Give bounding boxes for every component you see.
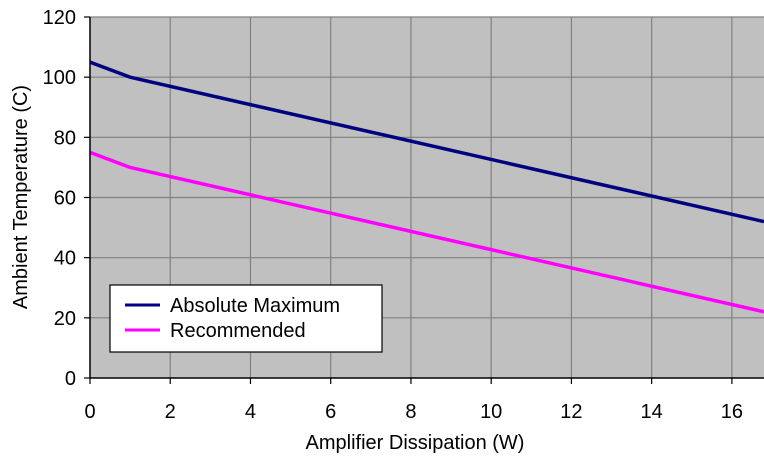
series-line-recommended xyxy=(89,150,764,314)
y-tick-label: 80 xyxy=(54,127,76,149)
y-tick-label: 20 xyxy=(54,308,76,330)
legend-label-absolute-maximum: Absolute Maximum xyxy=(170,295,340,317)
series-group xyxy=(89,60,764,314)
series-line-absolute-maximum xyxy=(89,60,764,224)
legend: Absolute Maximum Recommended xyxy=(109,284,383,353)
x-tick-label: 2 xyxy=(165,401,176,423)
x-tick-label: 8 xyxy=(405,401,416,423)
y-tick-label: 0 xyxy=(65,368,76,390)
x-tick-label: 16 xyxy=(721,401,743,423)
x-tick-label: 0 xyxy=(84,401,95,423)
x-tick-label: 10 xyxy=(480,401,502,423)
x-tick-label: 4 xyxy=(245,401,256,423)
y-tick-label: 40 xyxy=(54,248,76,270)
y-ticks: 0 20 40 60 80 100 120 xyxy=(43,7,90,390)
y-tick-label: 60 xyxy=(54,188,76,210)
y-tick-label: 100 xyxy=(43,67,76,89)
x-tick-label: 12 xyxy=(560,401,582,423)
x-tick-label: 14 xyxy=(641,401,663,423)
legend-label-recommended: Recommended xyxy=(170,320,306,342)
x-axis-title: Amplifier Dissipation (W) xyxy=(306,432,525,454)
x-ticks: 0 2 4 6 8 10 12 14 16 xyxy=(84,378,743,423)
legend-box xyxy=(109,284,383,353)
y-axis-title: Ambient Temperature (C) xyxy=(10,85,32,309)
y-tick-label: 120 xyxy=(43,7,76,29)
x-tick-label: 6 xyxy=(325,401,336,423)
